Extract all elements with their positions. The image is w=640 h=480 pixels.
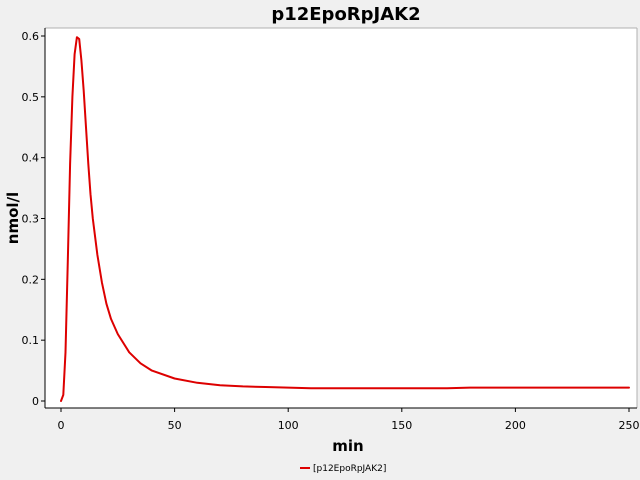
y-tick-label: 0.3 <box>22 213 40 226</box>
y-tick-label: 0.1 <box>22 334 40 347</box>
y-axis-label: nmol/l <box>4 192 22 244</box>
y-tick-label: 0.4 <box>22 152 40 165</box>
x-axis-ticks: 0 50 100 150 200 250 <box>58 408 640 432</box>
series-line <box>60 36 630 402</box>
plot-area <box>45 28 637 408</box>
legend: [p12EpoRpJAK2] <box>300 464 386 474</box>
y-tick-label: 0.6 <box>22 30 40 43</box>
series-layer <box>60 36 630 402</box>
x-tick-label: 100 <box>278 419 299 432</box>
x-tick-label: 0 <box>58 419 65 432</box>
y-tick-label: 0 <box>32 395 39 408</box>
y-tick-label: 0.5 <box>22 91 40 104</box>
x-tick-label: 150 <box>391 419 412 432</box>
y-axis-ticks: 0 0.1 0.2 0.3 0.4 0.5 0.6 <box>22 30 45 408</box>
x-tick-label: 50 <box>168 419 182 432</box>
x-tick-label: 250 <box>619 419 640 432</box>
chart-title: p12EpoRpJAK2 <box>271 4 420 25</box>
y-tick-label: 0.2 <box>22 273 40 286</box>
x-axis-label: min <box>332 437 363 455</box>
x-tick-label: 200 <box>505 419 526 432</box>
legend-label: [p12EpoRpJAK2] <box>313 464 386 474</box>
